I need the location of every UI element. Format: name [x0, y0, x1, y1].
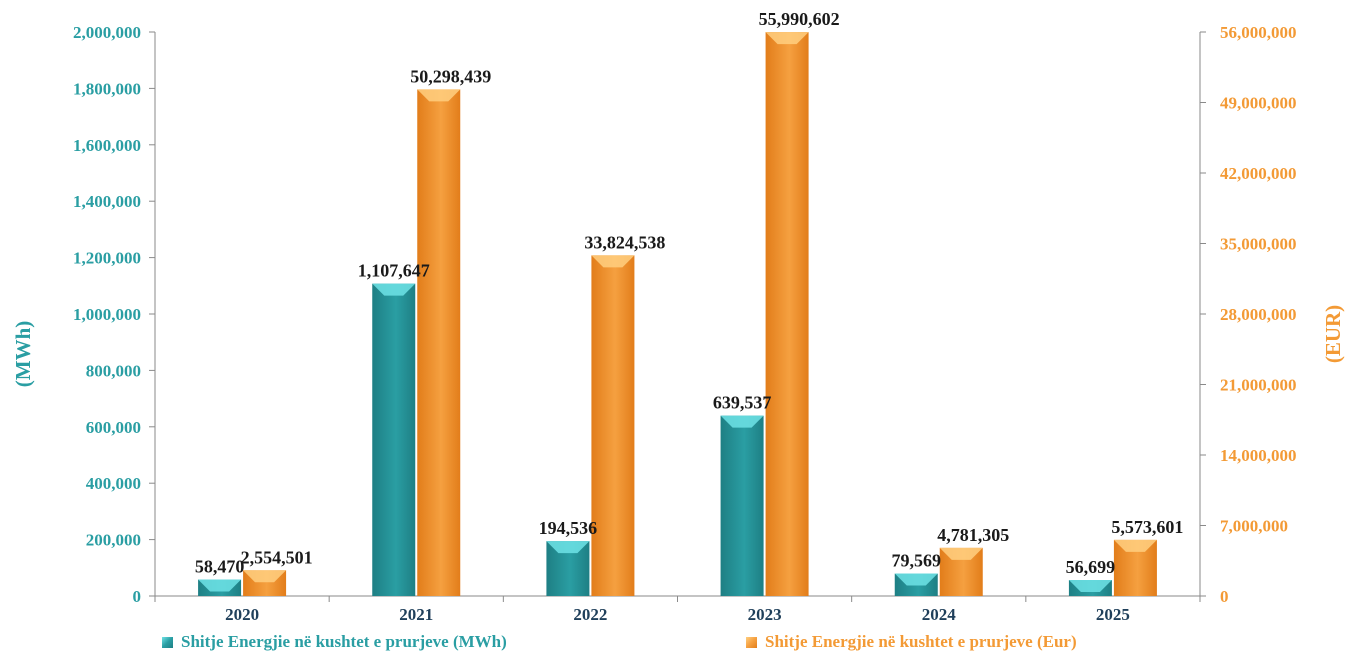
left-axis-title: (MWh) — [11, 321, 35, 388]
bar-mwh-top — [894, 573, 938, 586]
data-label-eur: 33,824,538 — [584, 232, 665, 252]
left-tick-label: 800,000 — [86, 361, 141, 380]
data-label-eur: 50,298,439 — [410, 66, 491, 86]
bar-mwh — [372, 283, 416, 596]
data-label-mwh: 56,699 — [1066, 557, 1116, 577]
category-label: 2023 — [748, 605, 782, 624]
bar-eur-top — [765, 32, 809, 45]
category-label: 2020 — [225, 605, 259, 624]
data-label-mwh: 639,537 — [713, 393, 772, 413]
data-label-eur: 55,990,602 — [759, 9, 840, 29]
bar-mwh-top — [720, 415, 764, 428]
right-tick-label: 7,000,000 — [1220, 517, 1288, 536]
right-tick-label: 35,000,000 — [1220, 235, 1297, 254]
left-tick-label: 1,000,000 — [73, 305, 141, 324]
bar-mwh-top — [1068, 580, 1112, 593]
bar-eur — [765, 32, 809, 596]
bar-eur-top — [591, 255, 635, 268]
right-axis-title: (EUR) — [1321, 305, 1345, 363]
right-tick-label: 14,000,000 — [1220, 446, 1297, 465]
bar-eur — [591, 255, 635, 597]
legend-swatch-eur — [746, 636, 757, 648]
bar-eur-top — [417, 89, 461, 102]
bar-eur-top — [939, 547, 983, 560]
data-label-mwh: 1,107,647 — [358, 261, 430, 281]
category-label: 2021 — [399, 605, 433, 624]
data-label-mwh: 194,536 — [539, 518, 598, 538]
right-tick-label: 0 — [1220, 587, 1229, 606]
bar-mwh-top — [546, 541, 590, 554]
category-label: 2022 — [573, 605, 607, 624]
left-tick-label: 1,400,000 — [73, 192, 141, 211]
left-tick-label: 1,600,000 — [73, 136, 141, 155]
data-label-mwh: 79,569 — [892, 551, 942, 571]
right-tick-label: 49,000,000 — [1220, 94, 1297, 113]
right-tick-label: 28,000,000 — [1220, 305, 1297, 324]
right-tick-label: 42,000,000 — [1220, 164, 1297, 183]
legend-swatch-mwh — [162, 636, 173, 648]
data-label-eur: 4,781,305 — [937, 525, 1009, 545]
left-tick-label: 0 — [133, 587, 142, 606]
bar-mwh-top — [198, 579, 242, 592]
chart: 0 200,000 400,000 600,000 800,000 1,000,000 1,… — [11, 9, 1345, 624]
legend-label-mwh: Shitje Energjie në kushtet e prurjeve (M… — [181, 632, 507, 651]
left-tick-label: 1,800,000 — [73, 79, 141, 98]
category-label: 2025 — [1096, 605, 1130, 624]
left-tick-label: 600,000 — [86, 418, 141, 437]
bar-eur — [417, 89, 461, 597]
legend-item-mwh: Shitje Energjie në kushtet e prurjeve (M… — [162, 632, 507, 652]
left-tick-label: 400,000 — [86, 474, 141, 493]
bar-eur-top — [243, 570, 287, 583]
data-label-mwh: 58,470 — [195, 557, 245, 577]
bar-mwh — [720, 415, 764, 596]
category-label: 2024 — [922, 605, 957, 624]
legend-label-eur: Shitje Energjie në kushtet e prurjeve (E… — [765, 632, 1077, 651]
left-tick-label: 1,200,000 — [73, 249, 141, 268]
left-tick-label: 2,000,000 — [73, 23, 141, 42]
legend-item-eur: Shitje Energjie në kushtet e prurjeve (E… — [746, 632, 1077, 652]
left-tick-label: 200,000 — [86, 531, 141, 550]
bar-eur-top — [1113, 539, 1157, 552]
bar-mwh-top — [372, 283, 416, 296]
right-tick-label: 21,000,000 — [1220, 376, 1297, 395]
data-label-eur: 2,554,501 — [241, 547, 313, 567]
data-label-eur: 5,573,601 — [1111, 517, 1183, 537]
right-tick-label: 56,000,000 — [1220, 23, 1297, 42]
